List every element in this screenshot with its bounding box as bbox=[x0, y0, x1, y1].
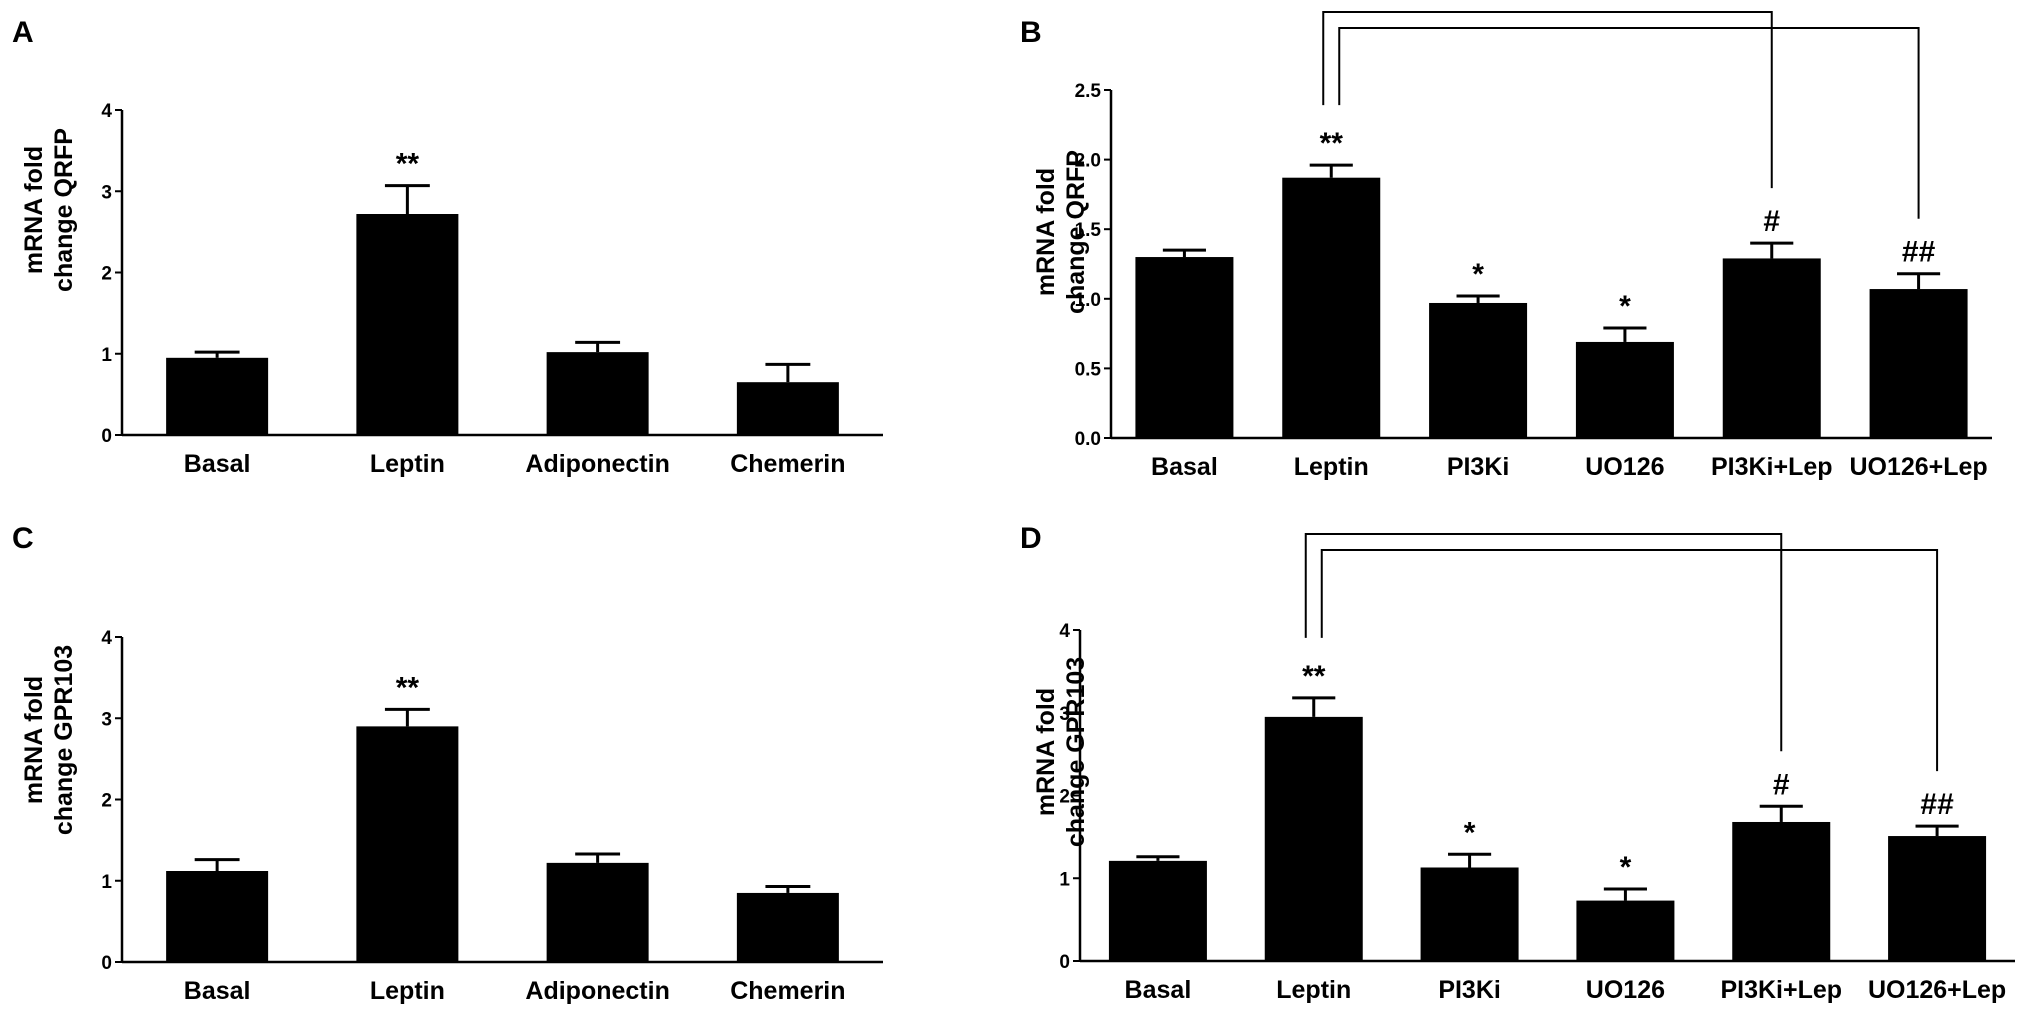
bar bbox=[356, 214, 459, 435]
category-label: UO126+Lep bbox=[1868, 976, 2006, 1004]
y-axis-label-line: change GPR103 bbox=[50, 645, 78, 835]
y-tick-label: 4 bbox=[101, 628, 112, 649]
bar bbox=[1135, 257, 1234, 438]
y-tick-label: 0 bbox=[101, 953, 112, 974]
y-tick-label: 0 bbox=[101, 426, 112, 447]
category-label: Adiponectin bbox=[525, 977, 669, 1005]
y-axis-label-line: mRNA fold bbox=[20, 146, 48, 274]
panel-letter: C bbox=[12, 522, 34, 555]
y-tick-label: 4 bbox=[1059, 621, 1070, 642]
y-tick-label: 2 bbox=[101, 791, 112, 812]
y-axis-label-line: change QRFP bbox=[50, 128, 78, 292]
bar bbox=[1888, 836, 1987, 961]
bar bbox=[1108, 860, 1207, 961]
category-label: Basal bbox=[184, 977, 251, 1005]
y-tick-label: 3 bbox=[1059, 704, 1070, 725]
category-label: Leptin bbox=[1294, 453, 1369, 481]
significance-mark: ** bbox=[396, 148, 420, 181]
bar bbox=[546, 862, 649, 962]
bar bbox=[1576, 900, 1675, 961]
y-tick-label: 2.0 bbox=[1075, 151, 1101, 172]
y-axis-label-line: mRNA fold bbox=[20, 676, 48, 804]
y-tick-label: 3 bbox=[101, 709, 112, 730]
bar bbox=[736, 382, 839, 435]
y-axis-label: mRNA foldchange GPR103 bbox=[1032, 657, 1090, 847]
comparison-bracket bbox=[1322, 11, 1773, 189]
y-axis-label-line: change GPR103 bbox=[1062, 657, 1090, 847]
bar bbox=[1429, 302, 1528, 438]
significance-mark: # bbox=[1763, 205, 1780, 238]
significance-mark: * bbox=[1620, 851, 1632, 884]
y-tick-label: 2 bbox=[1059, 787, 1070, 808]
bar bbox=[1282, 177, 1381, 439]
bar bbox=[356, 726, 459, 962]
significance-mark: ** bbox=[1320, 127, 1344, 160]
comparison-bracket bbox=[1338, 27, 1920, 219]
y-tick-label: 3 bbox=[101, 182, 112, 203]
bar bbox=[736, 892, 839, 962]
bar bbox=[1722, 258, 1821, 438]
y-tick-label: 2.5 bbox=[1075, 81, 1102, 102]
significance-mark: * bbox=[1619, 290, 1631, 323]
category-label: UO126 bbox=[1585, 453, 1664, 481]
category-label: PI3Ki+Lep bbox=[1711, 453, 1833, 481]
y-axis-label: mRNA foldchange QRFP bbox=[20, 128, 78, 292]
y-tick-label: 0 bbox=[1059, 952, 1070, 973]
category-label: Chemerin bbox=[730, 450, 845, 478]
y-axis-label-line: mRNA fold bbox=[1032, 688, 1060, 816]
significance-mark: ** bbox=[1302, 660, 1326, 693]
category-label: Chemerin bbox=[730, 977, 845, 1005]
category-label: UO126 bbox=[1586, 976, 1665, 1004]
y-axis-label: mRNA foldchange GPR103 bbox=[20, 645, 78, 835]
category-label: Leptin bbox=[1276, 976, 1351, 1004]
category-label: Basal bbox=[184, 450, 251, 478]
category-label: PI3Ki+Lep bbox=[1720, 976, 1842, 1004]
significance-mark: ## bbox=[1920, 788, 1954, 821]
y-tick-label: 1.5 bbox=[1075, 220, 1102, 241]
category-label: Leptin bbox=[370, 977, 445, 1005]
significance-mark: ## bbox=[1902, 236, 1936, 269]
y-tick-label: 1 bbox=[101, 345, 112, 366]
bar bbox=[1869, 289, 1968, 438]
significance-mark: # bbox=[1773, 768, 1790, 801]
bar bbox=[546, 352, 649, 435]
significance-mark: * bbox=[1464, 816, 1476, 849]
y-tick-label: 0.0 bbox=[1075, 429, 1101, 450]
comparison-bracket bbox=[1304, 533, 1783, 752]
y-tick-label: 1 bbox=[1059, 869, 1070, 890]
significance-mark: * bbox=[1472, 258, 1484, 291]
y-tick-label: 2 bbox=[101, 264, 112, 285]
y-axis-label-line: change QRFP bbox=[1062, 150, 1090, 314]
category-label: PI3Ki bbox=[1438, 976, 1501, 1004]
y-tick-label: 1.0 bbox=[1075, 290, 1101, 311]
bar bbox=[1575, 341, 1674, 438]
bar bbox=[166, 871, 269, 962]
bar bbox=[1264, 716, 1363, 961]
panel-letter: A bbox=[12, 16, 34, 49]
category-label: Adiponectin bbox=[525, 450, 669, 478]
y-axis-label-line: mRNA fold bbox=[1032, 168, 1060, 296]
category-label: Leptin bbox=[370, 450, 445, 478]
panel-letter: B bbox=[1020, 16, 1042, 49]
category-label: PI3Ki bbox=[1447, 453, 1510, 481]
bar bbox=[166, 357, 269, 435]
y-tick-label: 0.5 bbox=[1075, 359, 1102, 380]
y-tick-label: 1 bbox=[101, 872, 112, 893]
y-tick-label: 4 bbox=[101, 101, 112, 122]
comparison-bracket bbox=[1320, 549, 1939, 772]
category-label: Basal bbox=[1151, 453, 1218, 481]
bar bbox=[1732, 821, 1831, 961]
category-label: Basal bbox=[1125, 976, 1192, 1004]
panel-letter: D bbox=[1020, 522, 1042, 555]
bar bbox=[1420, 867, 1519, 961]
significance-mark: ** bbox=[396, 671, 420, 704]
y-axis-label: mRNA foldchange QRFP bbox=[1032, 150, 1090, 314]
category-label: UO126+Lep bbox=[1849, 453, 1987, 481]
